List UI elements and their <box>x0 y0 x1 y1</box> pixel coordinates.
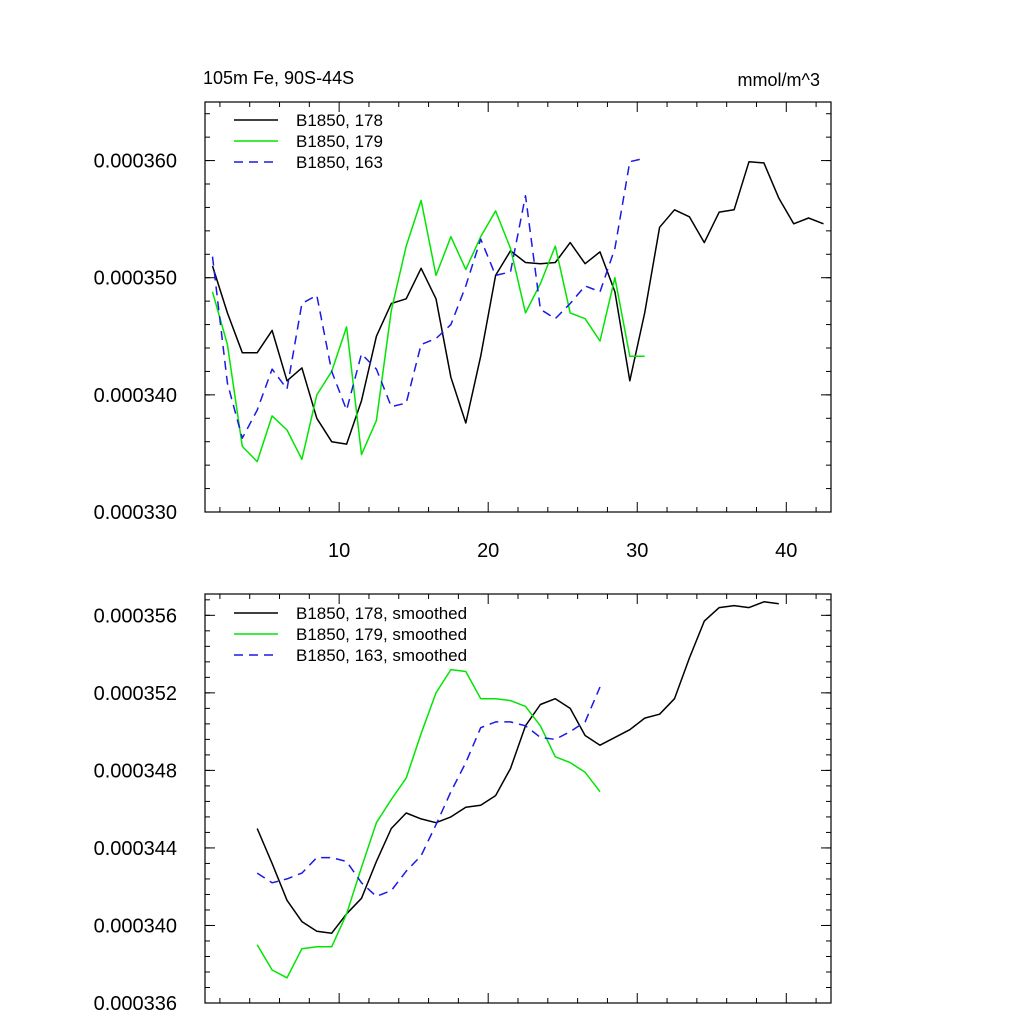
bottom-panel: 0.000336 0.000340 0.000344 0.000348 0.000352… <box>94 593 832 1015</box>
x-tick-label: 10 <box>328 540 350 562</box>
top-plot-frame <box>204 101 832 513</box>
x-tick-label: 30 <box>626 540 648 562</box>
series-line <box>211 160 824 445</box>
bottom-legend: B1850, 178, smoothed B1850, 179, smoothed… <box>234 604 467 665</box>
bottom-y-tick-labels: 0.000336 0.000340 0.000344 0.000348 0.000352… <box>94 605 177 1015</box>
series-line <box>211 157 645 439</box>
top-panel-units: mmol/m^3 <box>738 70 820 90</box>
series-line <box>211 199 645 463</box>
bottom-minor-ticks <box>205 594 831 1004</box>
top-legend: B1850, 178 B1850, 179 B1850, 163 <box>234 111 383 172</box>
top-panel-title: 105m Fe, 90S-44S <box>203 68 354 88</box>
y-tick-label: 0.000344 <box>94 838 177 860</box>
series-line <box>256 686 601 898</box>
top-series-lines <box>211 157 824 463</box>
legend-label: B1850, 179 <box>296 132 383 151</box>
x-tick-label: 20 <box>477 540 499 562</box>
y-tick-label: 0.000340 <box>94 915 177 937</box>
top-x-tick-labels: 10 20 30 40 <box>328 540 797 562</box>
bottom-plot-frame <box>204 593 832 1004</box>
x-tick-label: 40 <box>775 540 797 562</box>
legend-label: B1850, 178, smoothed <box>296 604 467 623</box>
y-tick-label: 0.000356 <box>94 605 177 627</box>
legend-label: B1850, 163 <box>296 153 383 172</box>
legend-label: B1850, 179, smoothed <box>296 625 467 644</box>
bottom-series-lines <box>256 601 779 979</box>
top-minor-ticks <box>205 102 831 513</box>
legend-label: B1850, 178 <box>296 111 383 130</box>
y-tick-label: 0.000350 <box>94 268 177 290</box>
series-line <box>256 601 779 934</box>
legend-label: B1850, 163, smoothed <box>296 646 467 665</box>
y-tick-label: 0.000340 <box>94 385 177 407</box>
y-tick-label: 0.000330 <box>94 502 177 524</box>
top-panel: 105m Fe, 90S-44S mmol/m^3 0.0003300.0003… <box>94 68 832 562</box>
series-line <box>256 668 601 979</box>
top-y-tick-labels: 0.000330 0.000340 0.000350 0.000360 <box>94 151 177 524</box>
y-tick-label: 0.000352 <box>94 683 177 705</box>
y-tick-label: 0.000336 <box>94 993 177 1015</box>
y-tick-label: 0.000360 <box>94 151 177 173</box>
y-tick-label: 0.000348 <box>94 760 177 782</box>
